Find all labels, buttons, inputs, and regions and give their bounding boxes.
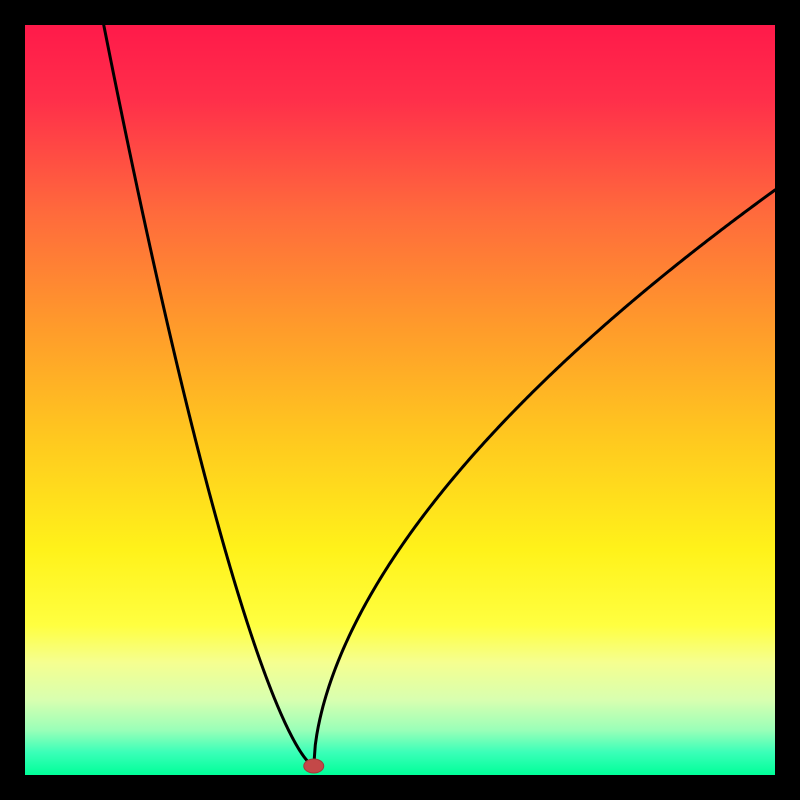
- plot-background: [25, 25, 775, 775]
- min-marker: [304, 759, 324, 773]
- chart-svg: [0, 0, 800, 800]
- chart-container: TheBottleneck.com: [0, 0, 800, 800]
